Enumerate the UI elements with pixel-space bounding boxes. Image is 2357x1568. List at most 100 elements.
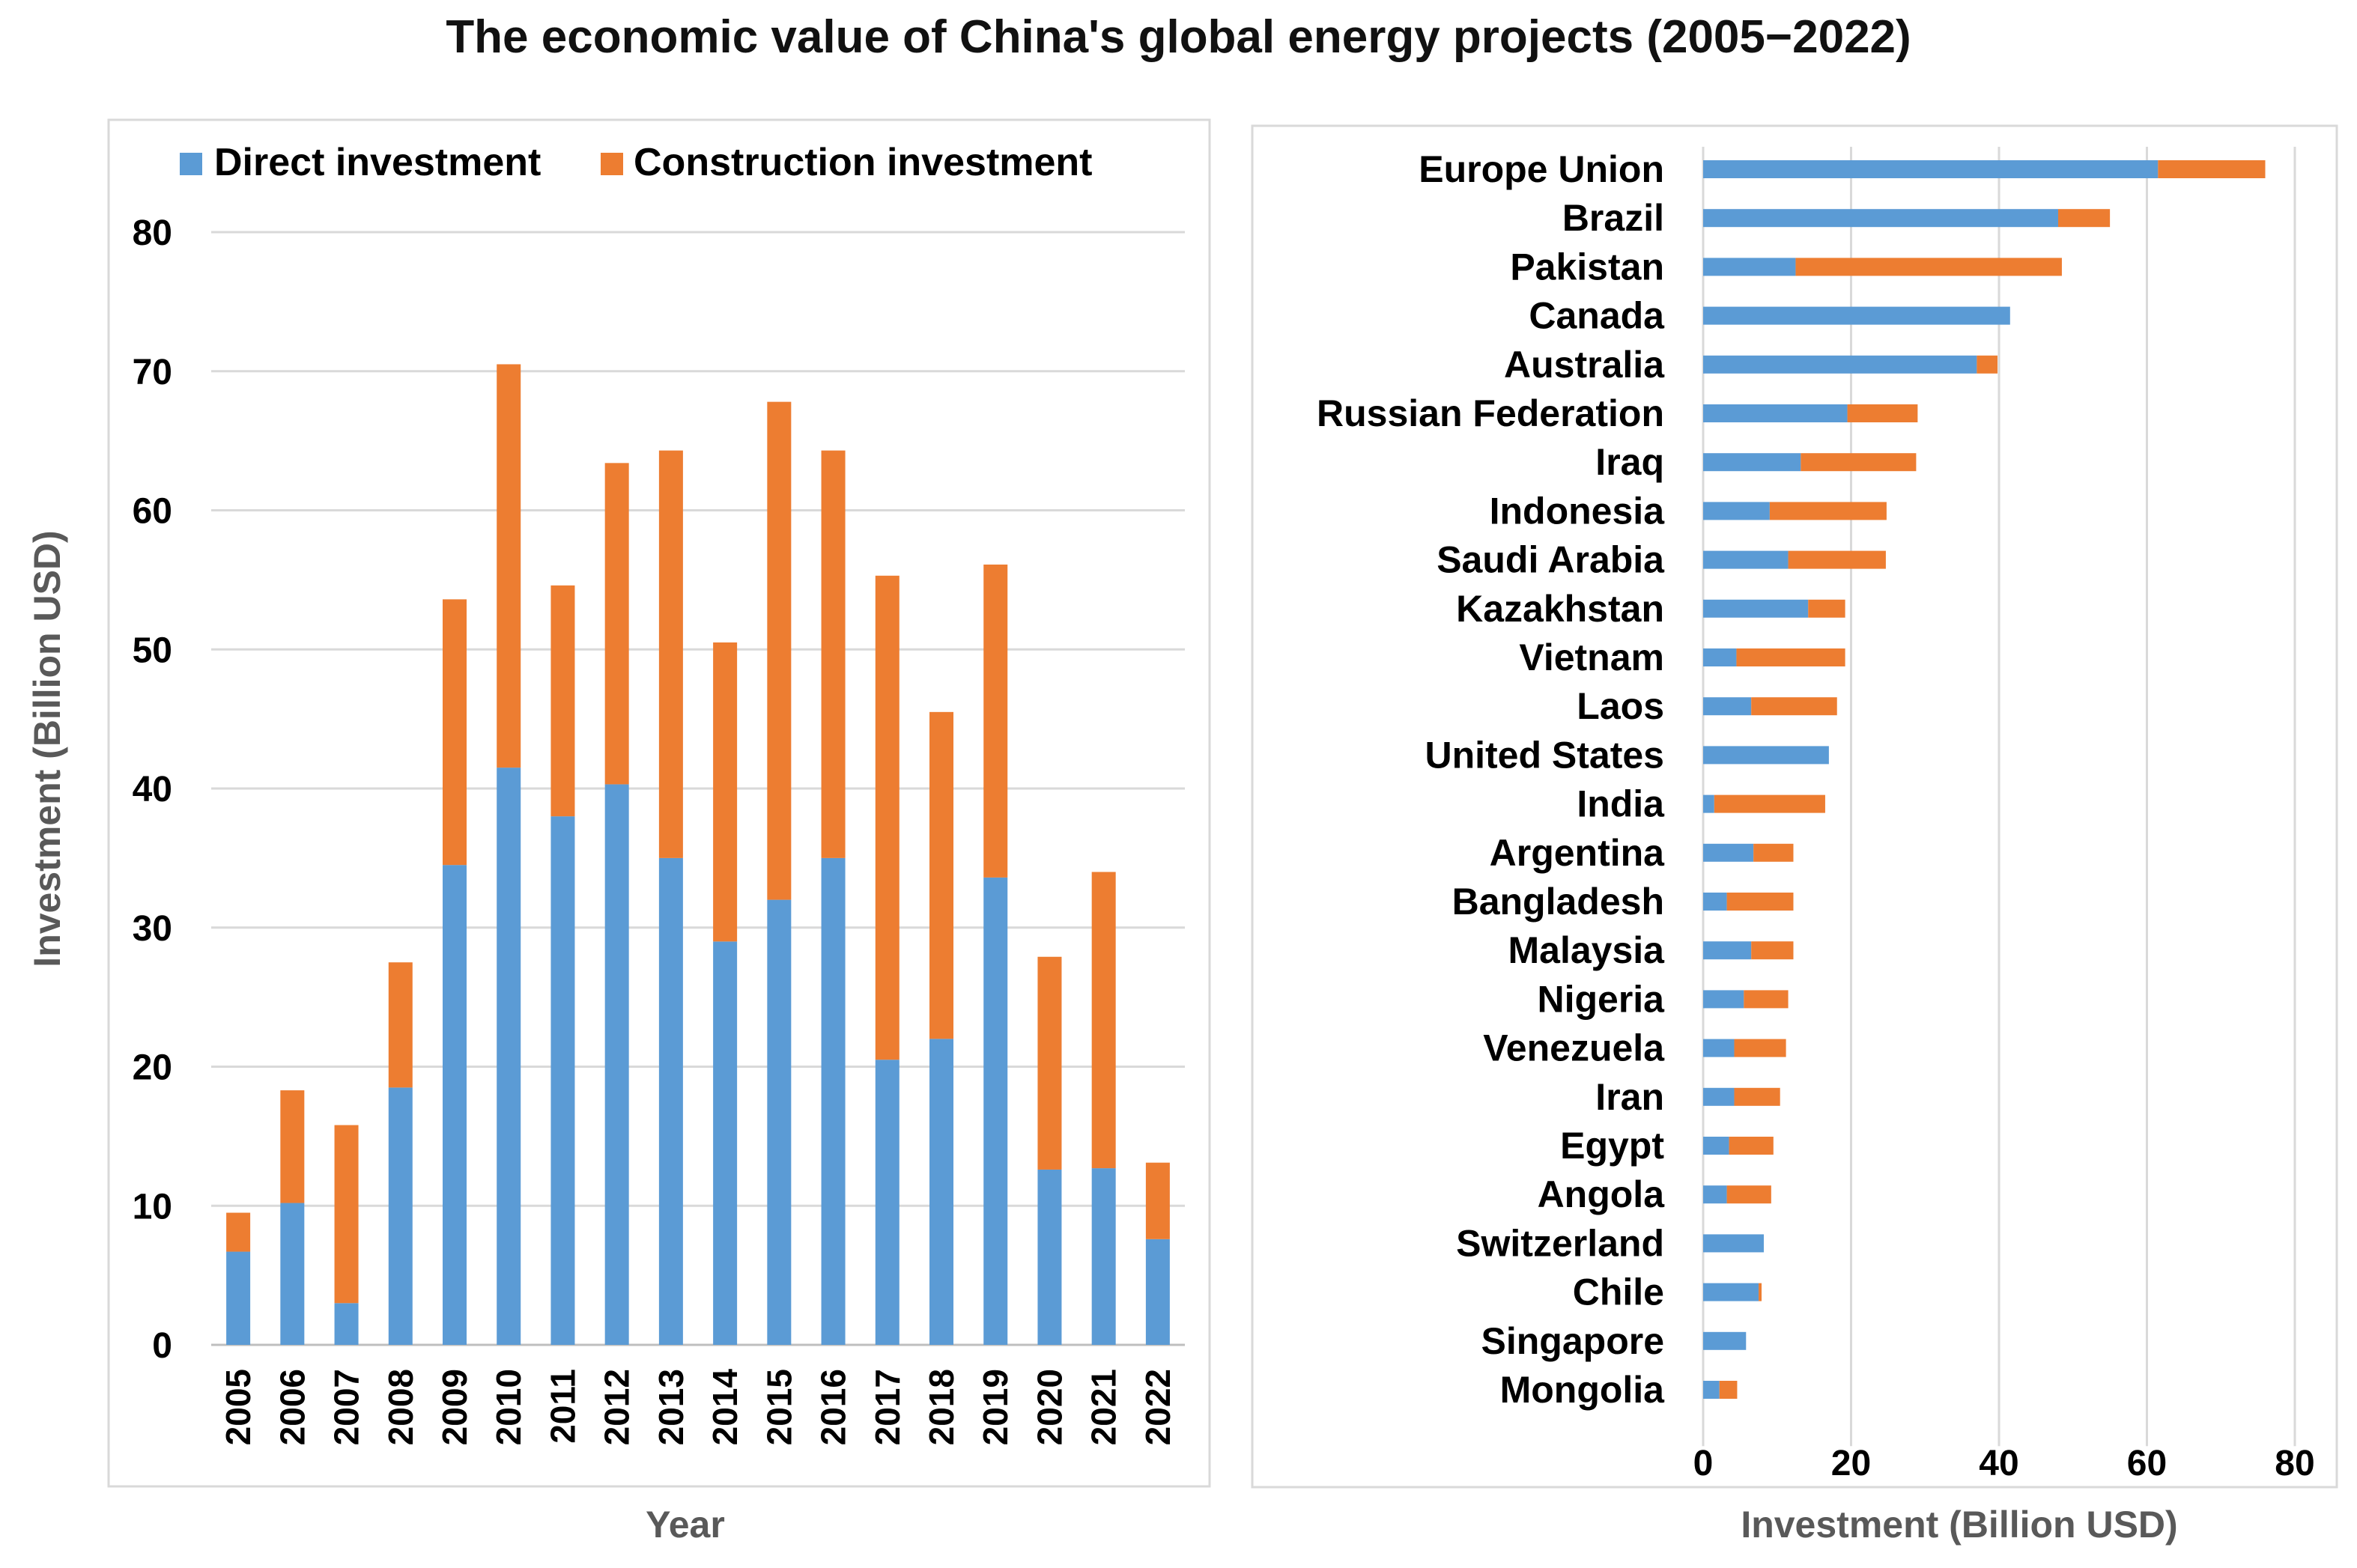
hbar-direct-iraq	[1703, 453, 1801, 472]
left-x-tick-label: 2008	[381, 1369, 420, 1445]
bar-construction-2019	[983, 564, 1008, 878]
bar-construction-2009	[443, 599, 467, 866]
left-x-tick-label: 2019	[976, 1369, 1015, 1445]
right-category-label: Brazil	[1562, 197, 1664, 239]
right-category-label: Iran	[1595, 1076, 1664, 1118]
hbar-direct-india	[1703, 794, 1714, 813]
left-y-tick-label: 30	[133, 909, 172, 949]
left-x-tick-label: 2021	[1085, 1369, 1123, 1445]
right-category-label: India	[1577, 783, 1665, 825]
left-x-axis-title: Year	[646, 1504, 725, 1546]
hbar-direct-vietnam	[1703, 648, 1737, 666]
bar-construction-2021	[1091, 872, 1116, 1169]
hbar-construction-argentina	[1753, 843, 1794, 862]
right-category-label: Saudi Arabia	[1437, 539, 1665, 581]
legend-swatch-direct	[180, 153, 202, 175]
bar-direct-2006	[280, 1203, 305, 1345]
left-y-tick-label: 10	[133, 1187, 172, 1227]
left-x-tick-label: 2012	[598, 1369, 637, 1445]
left-x-tick-label: 2016	[814, 1369, 853, 1445]
bar-construction-2011	[550, 585, 575, 817]
hbar-direct-mongolia	[1703, 1381, 1720, 1399]
hbar-direct-australia	[1703, 355, 1977, 374]
hbar-direct-indonesia	[1703, 502, 1770, 520]
hbar-direct-switzerland	[1703, 1234, 1764, 1253]
right-category-label: United States	[1425, 734, 1664, 776]
hbar-construction-venezuela	[1734, 1039, 1786, 1057]
hbar-construction-kazakhstan	[1808, 599, 1845, 618]
hbar-direct-kazakhstan	[1703, 599, 1809, 618]
hbar-construction-iran	[1734, 1087, 1780, 1106]
bar-direct-2020	[1037, 1169, 1062, 1345]
hbar-direct-bangladesh	[1703, 893, 1727, 911]
bar-construction-2020	[1037, 956, 1062, 1170]
bar-direct-2013	[658, 857, 683, 1345]
hbar-construction-brazil	[2058, 209, 2111, 228]
bar-construction-2005	[226, 1212, 251, 1252]
left-panel-frame	[107, 118, 1211, 1488]
bar-construction-2015	[767, 401, 792, 900]
hbar-direct-russian-federation	[1703, 404, 1848, 422]
left-x-tick-label: 2005	[219, 1369, 258, 1445]
left-x-tick-label: 2013	[652, 1369, 691, 1445]
hbar-direct-saudi-arabia	[1703, 550, 1789, 569]
legend-swatch-construction	[601, 153, 623, 175]
bar-direct-2018	[929, 1039, 953, 1345]
bar-construction-2016	[821, 450, 846, 858]
left-bars	[226, 364, 1170, 1345]
hbar-direct-pakistan	[1703, 258, 1796, 276]
bar-direct-2008	[388, 1087, 413, 1345]
chart-title: The economic value of China's global ene…	[446, 11, 1911, 63]
hbar-construction-russian-federation	[1847, 404, 1918, 422]
right-category-label: Malaysia	[1508, 929, 1666, 971]
legend: Direct investment Construction investmen…	[180, 141, 1093, 184]
hbar-construction-saudi-arabia	[1788, 550, 1886, 569]
bar-construction-2008	[388, 962, 413, 1088]
hbar-construction-bangladesh	[1726, 893, 1794, 911]
left-y-tick-labels: 0 10 20 30 40 50 60 70 80	[133, 213, 172, 1366]
right-category-label: Indonesia	[1490, 490, 1666, 532]
hbar-construction-egypt	[1729, 1137, 1774, 1155]
hbar-construction-india	[1714, 794, 1825, 813]
bar-direct-2009	[443, 865, 467, 1345]
hbar-direct-singapore	[1703, 1331, 1747, 1350]
bar-direct-2014	[713, 941, 738, 1345]
bar-direct-2016	[821, 857, 846, 1345]
left-x-tick-label: 2014	[706, 1369, 744, 1446]
left-x-tick-labels: 2005 2006 2007 2008 2009 2010 2011 2012 2013 2014…	[219, 1369, 1177, 1446]
hbar-construction-vietnam	[1736, 648, 1845, 666]
hbar-direct-canada	[1703, 306, 2010, 325]
right-category-label: Iraq	[1595, 441, 1664, 483]
hbar-direct-chile	[1703, 1283, 1759, 1301]
bar-direct-2015	[767, 899, 792, 1345]
right-category-label: Argentina	[1490, 832, 1666, 874]
hbar-construction-pakistan	[1795, 258, 2062, 276]
legend-label-direct: Direct investment	[214, 141, 541, 184]
right-x-tick-label: 60	[2127, 1444, 2167, 1483]
hbar-direct-angola	[1703, 1185, 1727, 1204]
bar-construction-2014	[713, 642, 738, 942]
bar-direct-2011	[550, 816, 575, 1345]
hbar-construction-laos	[1751, 697, 1837, 716]
right-category-label: Pakistan	[1510, 246, 1664, 288]
right-category-label: Vietnam	[1519, 636, 1664, 678]
left-y-tick-label: 40	[133, 770, 172, 809]
hbar-direct-venezuela	[1703, 1039, 1735, 1057]
right-category-label: Canada	[1529, 295, 1665, 337]
left-y-tick-label: 70	[133, 353, 172, 392]
hbar-direct-argentina	[1703, 843, 1754, 862]
hbar-direct-nigeria	[1703, 990, 1744, 1009]
bar-direct-2012	[604, 784, 629, 1345]
hbar-construction-nigeria	[1744, 990, 1789, 1009]
bar-direct-2022	[1145, 1239, 1170, 1345]
right-x-tick-label: 20	[1831, 1444, 1871, 1483]
bar-direct-2005	[226, 1251, 251, 1345]
hbar-direct-united-states	[1703, 746, 1829, 765]
left-y-axis-title: Investment (Billion USD)	[26, 530, 68, 967]
right-category-label: Venezuela	[1483, 1027, 1665, 1069]
left-y-tick-label: 0	[152, 1326, 172, 1366]
hbar-construction-europe-union	[2158, 160, 2266, 178]
right-x-tick-label: 40	[1979, 1444, 2018, 1483]
right-x-tick-label: 0	[1693, 1444, 1714, 1483]
